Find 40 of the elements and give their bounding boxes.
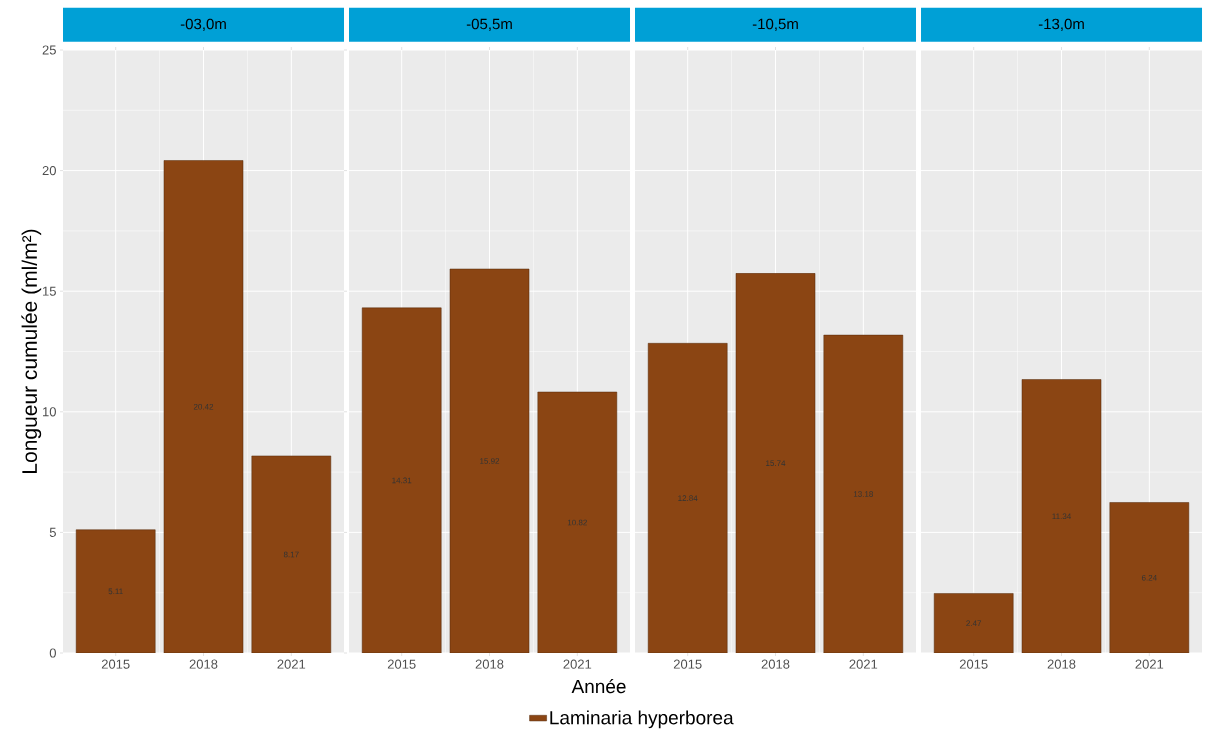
x-tick-label: 2021	[1135, 659, 1164, 669]
x-tick-label: 2015	[101, 659, 130, 669]
y-tick-label: 10	[43, 407, 56, 417]
data-label: 11.34	[1052, 513, 1071, 520]
bar	[76, 529, 156, 653]
y-tick-label: 5	[49, 527, 56, 537]
chart-title: -03,0m	[180, 18, 226, 32]
x-tick-label: 2015	[673, 659, 702, 669]
y-tick-label: 0	[49, 648, 56, 658]
x-axis-title: Année	[571, 679, 626, 694]
bar	[251, 455, 332, 653]
data-label: 2.47	[966, 620, 982, 626]
data-label: 15.74	[766, 460, 786, 466]
data-label: 5.11	[108, 588, 123, 595]
x-tick-label: 2018	[189, 659, 218, 669]
x-tick-label: 2015	[959, 659, 988, 669]
x-tick-label: 2021	[849, 659, 878, 669]
legend-label: Laminaria hyperborea	[550, 710, 734, 729]
x-tick-label: 2015	[387, 659, 416, 669]
chart-title: -05,5m	[466, 18, 512, 32]
chart-title: -10,5m	[752, 18, 798, 32]
data-label: 14.31	[392, 477, 412, 484]
data-label: 15.92	[480, 458, 500, 464]
data-label: 13.18	[853, 491, 873, 497]
data-label: 20.42	[193, 403, 214, 410]
x-tick-label: 2018	[761, 659, 790, 669]
data-label: 6.24	[1141, 574, 1157, 581]
data-label: 8.17	[283, 551, 299, 558]
y-tick-label: 25	[42, 45, 56, 55]
y-axis-title: Longueur cumulée (ml/m²)	[21, 229, 42, 473]
x-tick-label: 2018	[475, 659, 504, 669]
x-tick-label: 2021	[563, 659, 592, 669]
data-label: 10.82	[567, 519, 587, 526]
y-tick-label: 20	[42, 165, 56, 176]
bar	[163, 160, 244, 653]
x-tick-label: 2021	[277, 659, 306, 669]
x-tick-label: 2018	[1047, 659, 1076, 669]
data-label: 12.84	[678, 495, 698, 501]
chart-title: -13,0m	[1038, 18, 1084, 32]
y-tick-label: 15	[43, 286, 56, 296]
